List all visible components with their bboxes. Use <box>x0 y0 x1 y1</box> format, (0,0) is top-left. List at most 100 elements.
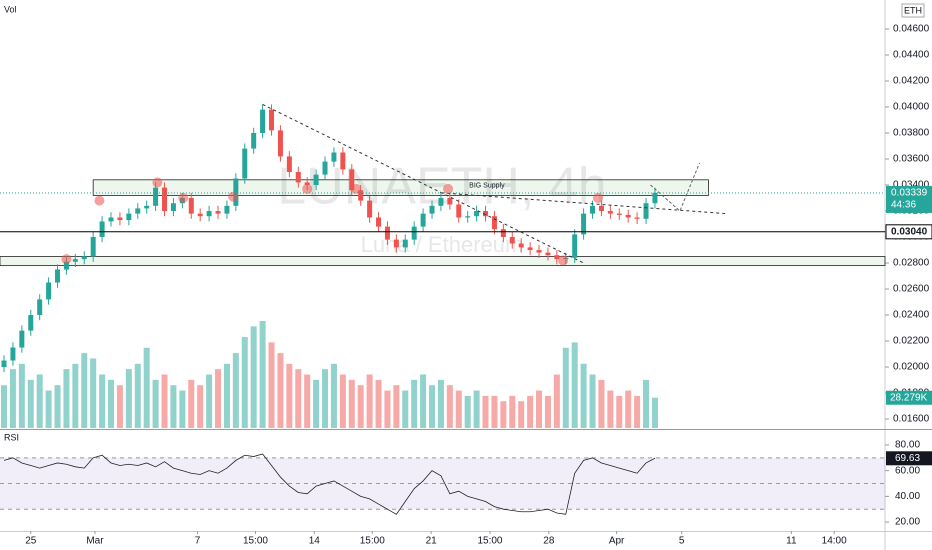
marker <box>61 254 72 265</box>
y-tick-label: 0.02400 <box>893 310 930 321</box>
volume-bar <box>616 395 623 428</box>
volume-bar <box>45 390 52 428</box>
candle-body <box>188 198 194 214</box>
marker <box>302 183 313 194</box>
x-tick-label: Mar <box>86 536 104 547</box>
candle-body <box>634 217 640 219</box>
rsi-value-label: 69.63 <box>895 453 920 464</box>
level-label: 0.03040 <box>891 226 928 237</box>
volume-bar <box>36 374 43 428</box>
candle-body <box>63 261 69 270</box>
candle-body <box>215 211 221 214</box>
volume-bar <box>152 379 159 428</box>
volume-bar <box>402 390 409 428</box>
candle-body <box>554 255 560 260</box>
rsi-tick-label: 20.00 <box>895 517 920 528</box>
volume-label: Vol <box>4 4 17 14</box>
volume-bar <box>330 363 337 428</box>
volume-bar <box>491 395 498 428</box>
volume-bar <box>206 374 213 428</box>
candle-body <box>447 198 453 205</box>
candle-body <box>1 360 7 368</box>
candle-body <box>340 152 346 170</box>
y-tick-label: 0.03800 <box>893 128 930 139</box>
candle-body <box>37 299 43 316</box>
y-tick-label: 0.04000 <box>893 102 930 113</box>
y-tick-label: 0.04600 <box>893 24 930 35</box>
candle-body <box>536 250 542 253</box>
last-price-label: 0.03339 <box>891 188 928 199</box>
volume-bar <box>188 379 195 428</box>
candle-body <box>652 192 658 204</box>
volume-bar <box>446 385 453 428</box>
volume-bar <box>108 379 115 428</box>
volume-bar <box>518 401 525 428</box>
volume-bar <box>527 395 534 428</box>
candle-body <box>376 217 382 227</box>
candle-body <box>545 252 551 256</box>
volume-bar <box>429 385 436 428</box>
candle-body <box>491 216 497 230</box>
volume-bar <box>134 363 141 428</box>
volume-bar <box>259 321 266 428</box>
volume-bar <box>27 379 34 428</box>
volume-last-label: 28.279K <box>890 392 928 403</box>
volume-bar <box>277 353 284 428</box>
candle-body <box>277 130 283 157</box>
volume-bar <box>589 374 596 428</box>
volume-bar <box>411 379 418 428</box>
volume-bar <box>125 369 132 428</box>
y-tick-label: 0.02000 <box>893 362 930 373</box>
annotation: BIG Supply <box>469 183 505 190</box>
volume-bar <box>215 369 222 428</box>
volume-bar <box>393 385 400 428</box>
candle-body <box>242 148 248 179</box>
candle-body <box>643 203 649 219</box>
y-tick-label: 0.02200 <box>893 336 930 347</box>
candle-body <box>616 213 622 215</box>
volume-bar <box>420 374 427 428</box>
volume-bar <box>143 347 150 428</box>
zone <box>0 256 886 267</box>
rsi-tick-label: 40.00 <box>895 491 920 502</box>
rsi-tick-label: 80.00 <box>895 440 920 451</box>
candle-body <box>411 226 417 240</box>
candle-body <box>295 172 301 183</box>
volume-bar <box>500 401 507 428</box>
x-tick-label: Apr <box>609 536 625 547</box>
candle-body <box>456 204 462 218</box>
candle-body <box>72 259 78 262</box>
volume-bar <box>571 342 578 428</box>
x-tick-label: 15:00 <box>360 536 385 547</box>
volume-bar <box>322 369 329 428</box>
y-tick-label: 0.02800 <box>893 258 930 269</box>
marker <box>94 195 105 206</box>
candle-body <box>126 213 132 221</box>
x-tick-label: 28 <box>543 536 555 547</box>
volume-bar <box>580 363 587 428</box>
volume-bar <box>116 385 123 428</box>
candle-body <box>500 229 506 238</box>
volume-bar <box>607 390 614 428</box>
candle-body <box>269 109 275 131</box>
volume-bar <box>197 385 204 428</box>
marker <box>351 183 362 194</box>
marker <box>558 255 569 266</box>
volume-bar <box>634 395 641 428</box>
volume-bar <box>384 390 391 428</box>
y-tick-label: 0.04400 <box>893 50 930 61</box>
volume-bar <box>241 337 248 428</box>
volume-bar <box>99 374 106 428</box>
candle-body <box>429 205 435 214</box>
candle-body <box>19 330 25 348</box>
candle-body <box>197 213 203 217</box>
volume-bar <box>90 358 97 428</box>
rsi-line <box>3 453 656 515</box>
marker <box>443 183 454 194</box>
candle-body <box>233 178 239 206</box>
candle-body <box>260 109 266 134</box>
candle-body <box>90 237 96 257</box>
volume-bar <box>437 379 444 428</box>
countdown: 44:36 <box>891 200 916 211</box>
